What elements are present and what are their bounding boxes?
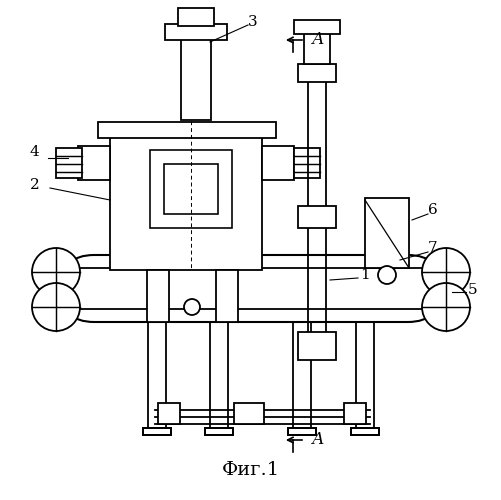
Bar (288, 428, 315, 435)
Bar (350, 428, 378, 435)
Circle shape (421, 248, 469, 296)
Text: 6: 6 (427, 203, 437, 217)
Circle shape (32, 248, 80, 296)
Text: 1: 1 (359, 268, 369, 282)
Circle shape (377, 266, 395, 284)
Bar (78, 146, 110, 180)
Text: 2: 2 (30, 178, 40, 192)
Bar (343, 403, 365, 424)
Bar (147, 270, 169, 322)
Text: 5: 5 (467, 283, 476, 297)
Bar (304, 32, 329, 64)
Bar (143, 428, 171, 435)
Bar (150, 150, 231, 228)
Bar (98, 122, 276, 138)
Bar (178, 8, 213, 26)
FancyBboxPatch shape (61, 255, 440, 322)
Bar (181, 38, 210, 120)
Text: 4: 4 (30, 145, 40, 159)
Circle shape (421, 283, 469, 331)
Bar (56, 148, 82, 178)
Bar (298, 206, 335, 228)
Bar (298, 64, 335, 82)
Bar (233, 403, 264, 424)
Text: А: А (312, 32, 324, 48)
Text: А: А (312, 432, 324, 448)
Bar (294, 20, 339, 34)
Circle shape (184, 299, 199, 315)
Bar (364, 198, 408, 268)
Bar (165, 24, 226, 40)
Bar (215, 270, 237, 322)
Bar (110, 130, 262, 270)
Text: 3: 3 (247, 15, 257, 29)
Bar (164, 164, 217, 214)
Bar (158, 403, 180, 424)
Bar (204, 428, 232, 435)
Bar (298, 332, 335, 360)
Bar (294, 148, 319, 178)
Text: 7: 7 (427, 241, 437, 255)
Text: Фиг.1: Фиг.1 (221, 461, 280, 479)
Circle shape (32, 283, 80, 331)
Bar (262, 146, 294, 180)
